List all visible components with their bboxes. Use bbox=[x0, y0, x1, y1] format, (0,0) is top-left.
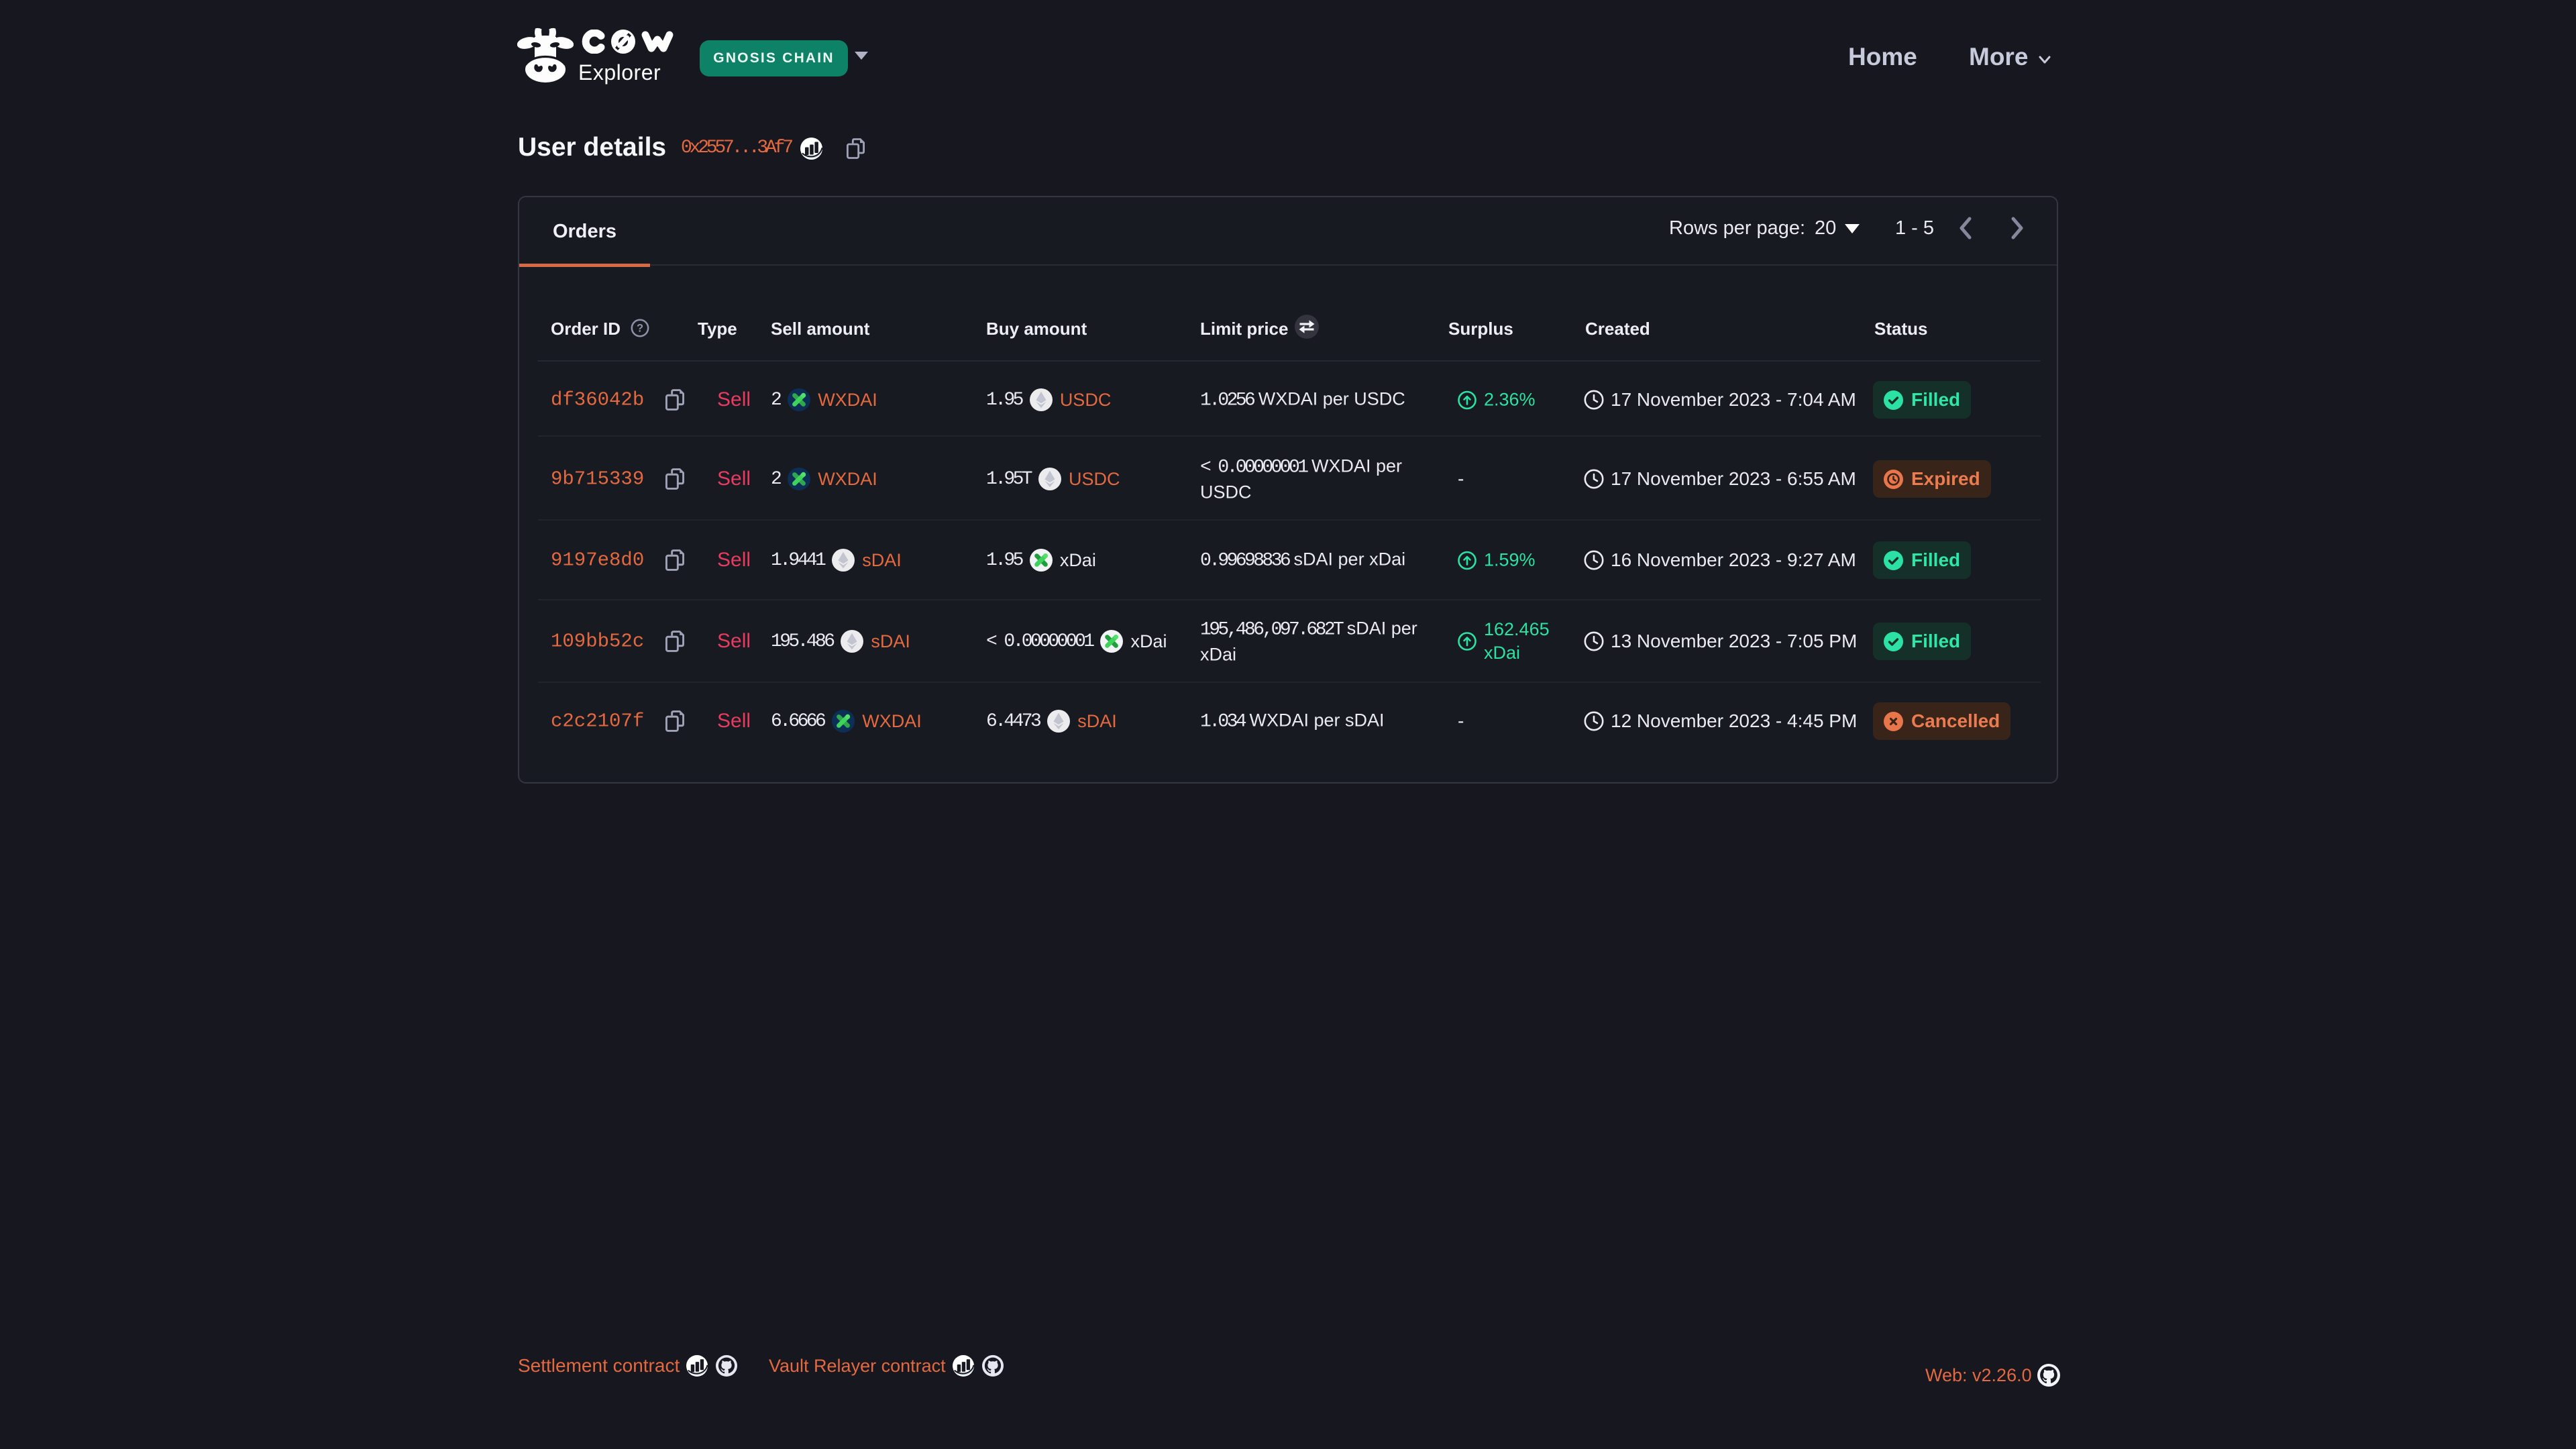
svg-text:?: ? bbox=[637, 323, 643, 335]
